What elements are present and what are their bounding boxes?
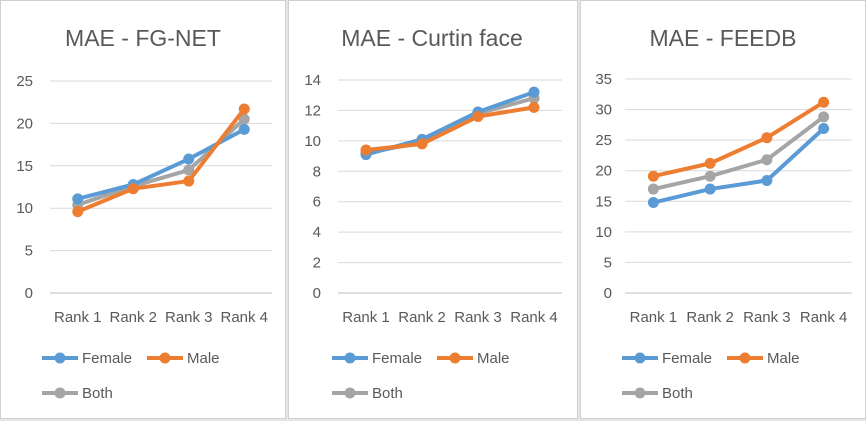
series-line-male [76,107,246,214]
legend-label-male: Male [477,350,510,367]
y-tick-label-0: 0 [313,285,321,302]
chart-panel-feedb: MAE - FEEDB 0 5 10 15 20 25 30 35 Rank 1 Rank 2 Ran… [580,0,866,419]
data-point-both-4 [818,111,830,123]
data-point-both-3 [183,164,195,176]
data-point-male-4 [818,96,830,108]
chart-title: MAE - Curtin face [341,25,523,51]
y-tick-label-35: 35 [595,71,612,88]
x-tick-label-rank-2: Rank 2 [109,309,157,326]
data-point-both-4 [238,113,250,125]
y-tick-label-20: 20 [595,163,612,180]
legend-marker-both [54,387,66,399]
chart-title: MAE - FEEDB [650,25,797,51]
y-tick-label-0: 0 [25,285,33,302]
chart-panel-curtin-face: MAE - Curtin face 0 2 4 6 8 10 12 14 Rank 1 Rank 2… [288,0,578,419]
legend-marker-female [54,352,66,364]
data-point-female-4 [818,123,830,135]
legend-label-female: Female [662,350,712,367]
x-tick-label-rank-4: Rank 4 [510,309,558,326]
legend-label-female: Female [82,350,132,367]
data-point-male-3 [472,111,484,123]
series-line-male [365,105,535,152]
legend-label-both: Both [82,385,113,402]
data-point-male-1 [72,206,84,218]
y-tick-label-5: 5 [25,243,33,260]
y-tick-label-12: 12 [304,102,321,119]
legend-label-male: Male [767,350,800,367]
x-tick-label-rank-1: Rank 1 [54,309,102,326]
legend-marker-both [344,387,356,399]
chart-fgnet: MAE - FG-NET 0 5 10 15 20 25 Rank 1 Rank 2 Rank 3… [16,25,272,402]
data-point-male-1 [360,144,372,156]
x-tick-label-rank-1: Rank 1 [630,309,678,326]
data-point-female-2 [704,183,716,195]
chart-feedb: MAE - FEEDB 0 5 10 15 20 25 30 35 Rank 1 Rank 2 Ran… [595,25,852,402]
y-tick-label-15: 15 [16,158,33,175]
legend-label-both: Both [372,385,403,402]
y-tick-label-4: 4 [313,224,321,241]
legend-marker-female [344,352,356,364]
chart-panel-fgnet: MAE - FG-NET 0 5 10 15 20 25 Rank 1 Rank 2 Rank 3… [0,0,286,419]
y-tick-label-10: 10 [16,200,33,217]
data-point-male-2 [416,138,428,150]
legend-marker-male [159,352,171,364]
data-point-male-2 [704,157,716,169]
data-point-female-4 [528,86,540,98]
y-tick-label-0: 0 [604,285,612,302]
data-point-female-3 [183,153,195,165]
data-point-male-3 [761,132,773,144]
y-tick-label-25: 25 [16,73,33,90]
legend-label-female: Female [372,350,422,367]
data-point-both-3 [761,154,773,166]
x-tick-label-rank-4: Rank 4 [800,309,848,326]
y-tick-label-30: 30 [595,102,612,119]
legend-marker-female [634,352,646,364]
series-line-both [652,115,825,192]
data-point-male-2 [127,183,139,195]
chart-title: MAE - FG-NET [65,25,221,51]
legend-marker-male [449,352,461,364]
y-tick-label-14: 14 [304,72,321,89]
data-point-male-1 [647,170,659,182]
y-tick-label-10: 10 [595,224,612,241]
x-tick-label-rank-3: Rank 3 [454,309,502,326]
y-tick-label-20: 20 [16,115,33,132]
legend-marker-both [634,387,646,399]
y-tick-label-25: 25 [595,132,612,149]
data-point-both-1 [647,183,659,195]
series-line-female [652,127,825,205]
data-point-female-3 [761,174,773,186]
chart-curtin-face: MAE - Curtin face 0 2 4 6 8 10 12 14 Rank 1 Rank 2… [304,25,562,402]
data-point-male-4 [238,103,250,115]
y-tick-label-15: 15 [595,193,612,210]
series-line-female [365,90,535,157]
legend-marker-male [739,352,751,364]
x-tick-label-rank-2: Rank 2 [398,309,446,326]
data-point-both-2 [704,170,716,182]
data-point-female-1 [647,197,659,209]
x-tick-label-rank-1: Rank 1 [342,309,390,326]
legend-label-male: Male [187,350,220,367]
series-line-male [652,100,825,179]
data-point-male-4 [528,101,540,113]
data-point-female-4 [238,123,250,135]
y-tick-label-2: 2 [313,255,321,272]
y-tick-label-8: 8 [313,163,321,180]
x-tick-label-rank-3: Rank 3 [743,309,791,326]
x-tick-label-rank-4: Rank 4 [220,309,268,326]
y-tick-label-10: 10 [304,133,321,150]
data-point-female-1 [72,193,84,205]
y-tick-label-6: 6 [313,194,321,211]
x-tick-label-rank-2: Rank 2 [686,309,734,326]
y-tick-label-5: 5 [604,254,612,271]
legend-label-both: Both [662,385,693,402]
data-point-male-3 [183,175,195,187]
x-tick-label-rank-3: Rank 3 [165,309,213,326]
